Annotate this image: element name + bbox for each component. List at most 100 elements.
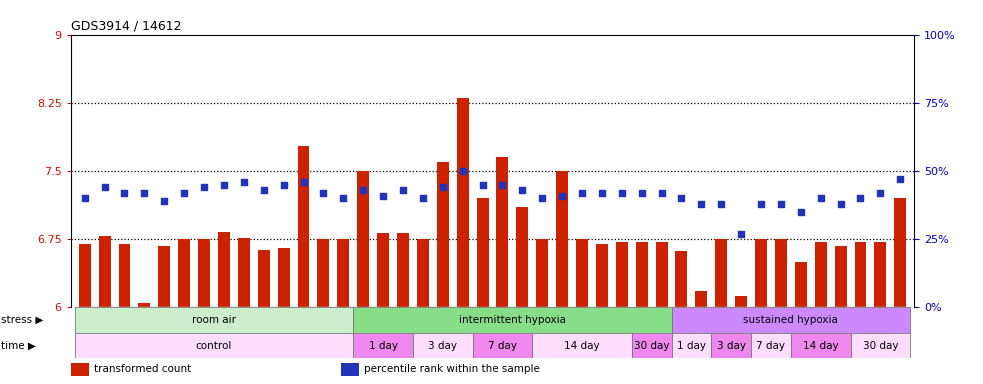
Bar (413, 333, 473, 358)
Text: sustained hypoxia: sustained hypoxia (743, 315, 838, 325)
Bar (875, 242, 887, 308)
Bar (671, 308, 910, 333)
Bar (596, 244, 607, 308)
Bar (218, 232, 230, 308)
Point (535, 195, 550, 201)
Bar (675, 251, 687, 308)
Bar (532, 333, 632, 358)
Bar (71, 363, 89, 376)
Bar (258, 250, 269, 308)
Point (376, 192, 391, 199)
Point (117, 190, 133, 196)
Bar (473, 333, 532, 358)
Point (594, 190, 609, 196)
Point (296, 179, 312, 185)
Point (395, 187, 411, 193)
Point (753, 201, 769, 207)
Text: 30 day: 30 day (634, 341, 669, 351)
Text: stress ▶: stress ▶ (1, 315, 43, 325)
Text: control: control (196, 341, 232, 351)
Bar (397, 233, 409, 308)
Bar (615, 242, 628, 308)
Text: percentile rank within the sample: percentile rank within the sample (365, 364, 541, 374)
Point (852, 195, 868, 201)
Bar (353, 308, 671, 333)
Point (455, 168, 471, 174)
Bar (357, 171, 370, 308)
Point (654, 190, 669, 196)
Text: GDS3914 / 14612: GDS3914 / 14612 (71, 19, 181, 32)
Point (475, 182, 491, 188)
Point (673, 195, 689, 201)
Point (77, 195, 92, 201)
Point (137, 190, 152, 196)
Point (236, 179, 252, 185)
Bar (353, 333, 413, 358)
Bar (98, 237, 110, 308)
Bar (119, 244, 131, 308)
Point (873, 190, 889, 196)
Bar (537, 239, 549, 308)
Text: 7 day: 7 day (757, 341, 785, 351)
Point (574, 190, 590, 196)
Bar (496, 157, 508, 308)
Point (216, 182, 232, 188)
Bar (835, 245, 846, 308)
Text: 3 day: 3 day (429, 341, 457, 351)
Bar (854, 242, 866, 308)
Text: 1 day: 1 day (369, 341, 397, 351)
Bar (795, 262, 807, 308)
Text: 14 day: 14 day (564, 341, 600, 351)
Point (634, 190, 650, 196)
Bar (298, 146, 310, 308)
Text: time ▶: time ▶ (1, 341, 35, 351)
Bar (716, 239, 727, 308)
Bar (755, 239, 767, 308)
Text: room air: room air (192, 315, 236, 325)
Bar (75, 333, 353, 358)
Bar (318, 239, 329, 308)
Bar (139, 303, 150, 308)
Bar (477, 198, 489, 308)
Bar (341, 363, 359, 376)
Bar (556, 171, 568, 308)
Bar (632, 333, 671, 358)
Bar (735, 296, 747, 308)
Bar (277, 248, 290, 308)
Bar (671, 333, 712, 358)
Point (415, 195, 431, 201)
Point (494, 182, 510, 188)
Bar (436, 162, 448, 308)
Point (256, 187, 271, 193)
Bar (516, 207, 528, 308)
Point (554, 192, 570, 199)
Bar (656, 242, 667, 308)
Point (813, 195, 829, 201)
Bar (895, 198, 906, 308)
Point (514, 187, 530, 193)
Bar (337, 239, 349, 308)
Bar (695, 291, 708, 308)
Bar (377, 233, 389, 308)
Text: 3 day: 3 day (717, 341, 746, 351)
Text: 1 day: 1 day (677, 341, 706, 351)
Point (773, 201, 788, 207)
Text: intermittent hypoxia: intermittent hypoxia (459, 315, 566, 325)
Bar (815, 242, 827, 308)
Point (355, 187, 371, 193)
Bar (636, 242, 648, 308)
Bar (158, 247, 170, 308)
Point (434, 184, 450, 190)
Bar (75, 308, 353, 333)
Point (176, 190, 192, 196)
Point (614, 190, 630, 196)
Bar (178, 239, 190, 308)
Bar (712, 333, 751, 358)
Point (793, 209, 809, 215)
Bar (775, 239, 786, 308)
Point (96, 184, 112, 190)
Text: transformed count: transformed count (94, 364, 192, 374)
Point (197, 184, 212, 190)
Bar (417, 239, 429, 308)
Point (893, 176, 908, 182)
